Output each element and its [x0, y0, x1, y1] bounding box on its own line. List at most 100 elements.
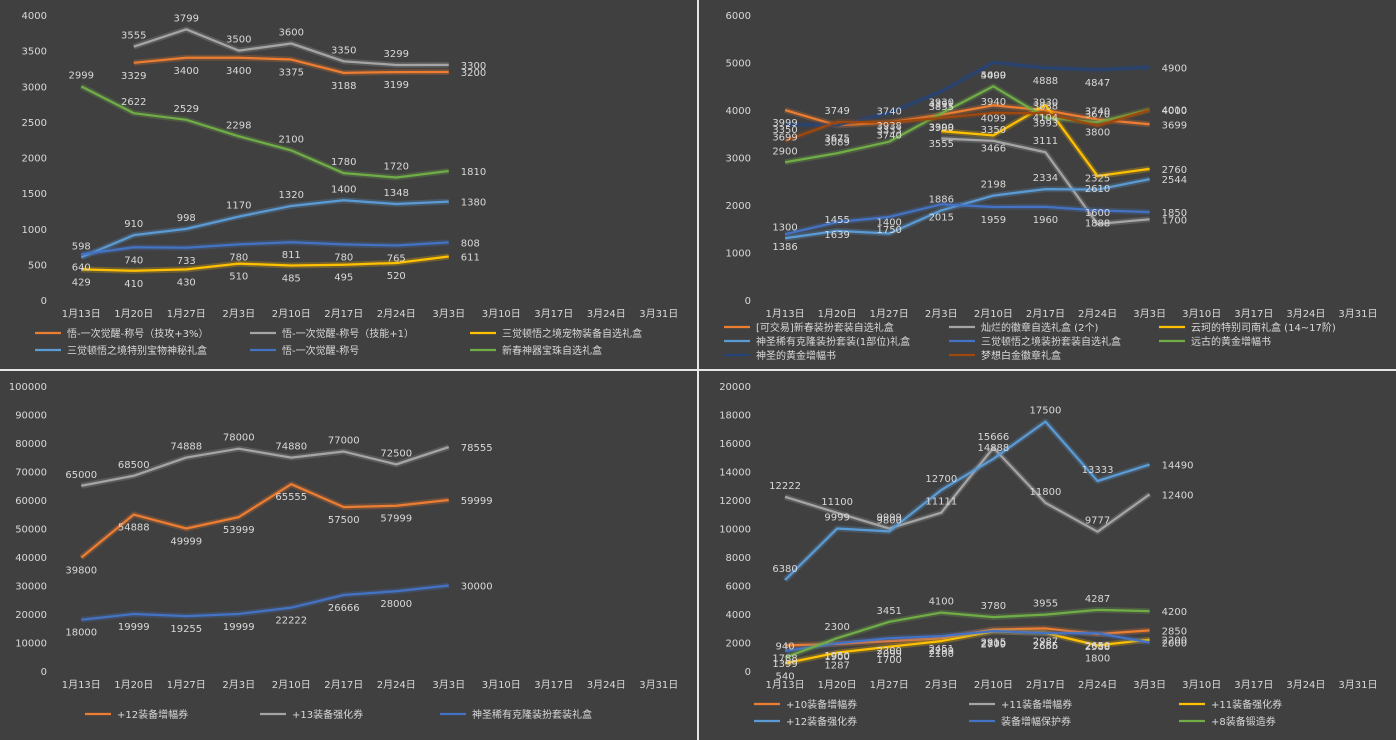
data-label: 780	[229, 252, 248, 263]
data-label: 2610	[1085, 184, 1110, 195]
data-label: 9999	[876, 513, 901, 524]
series-line	[784, 608, 1150, 659]
data-label: 19999	[118, 622, 150, 633]
data-label: 2198	[981, 180, 1006, 191]
data-label: 998	[177, 213, 196, 224]
y-tick-label: 10000	[15, 639, 47, 650]
data-label: 78555	[461, 443, 493, 454]
data-label: 3699	[772, 132, 797, 143]
data-label: 3111	[1033, 136, 1058, 147]
y-tick-label: 0	[745, 667, 751, 678]
data-label: 2099	[876, 649, 901, 660]
data-label: 1400	[876, 218, 901, 229]
x-tick-label: 1月27日	[870, 308, 909, 320]
data-label: 2015	[929, 212, 954, 223]
legend-label: 三觉顿悟之境宠物装备自选礼盒	[502, 327, 642, 340]
data-label: 3993	[1033, 118, 1058, 129]
data-label: 2655	[1033, 641, 1058, 652]
data-label: 3930	[929, 97, 954, 108]
legend-label: +12装备增幅券	[117, 708, 188, 721]
y-tick-label: 2500	[22, 118, 47, 129]
series-line	[81, 446, 450, 487]
chart-panel-top-left: 0 500 1000 1500 2000 2500 3000 3500 4000 1月13日 1月2…	[0, 0, 697, 369]
data-label: 3780	[981, 601, 1006, 612]
x-tick-label: 2月3日	[925, 679, 958, 691]
data-label: 2544	[1162, 175, 1187, 186]
y-tick-label: 0	[41, 667, 47, 678]
chart-panel-top-right: 0 1000 2000 3000 4000 5000 6000 1月13日 1月20日 1月27日…	[699, 0, 1396, 369]
data-label: 1455	[824, 215, 849, 226]
data-label: 3740	[876, 106, 901, 117]
data-label: 3675	[824, 133, 849, 144]
data-label: 2100	[279, 134, 304, 145]
data-label: 3749	[824, 106, 849, 117]
data-label: 1700	[1162, 215, 1187, 226]
x-tick-label: 3月3日	[432, 679, 465, 691]
data-label: 495	[334, 273, 353, 284]
x-tick-label: 3月31日	[639, 679, 678, 691]
y-tick-label: 3000	[726, 154, 751, 165]
data-label: 3400	[174, 66, 199, 77]
y-tick-label: 70000	[15, 468, 47, 479]
y-tick-label: 4000	[726, 106, 751, 117]
data-label: 1960	[1033, 215, 1058, 226]
data-label: 2200	[1162, 636, 1187, 647]
data-label: 4888	[1033, 76, 1058, 87]
x-tick-label: 1月13日	[62, 308, 101, 320]
data-label: 3740	[876, 130, 901, 141]
data-label: 3329	[121, 71, 146, 82]
data-label: 765	[387, 253, 406, 264]
data-label: 14490	[1162, 461, 1194, 472]
data-label: 54888	[118, 523, 150, 534]
data-label: 2300	[876, 646, 901, 657]
series-line	[80, 483, 449, 559]
y-tick-label: 40000	[15, 553, 47, 564]
series-line	[133, 28, 449, 67]
data-label: 3555	[929, 139, 954, 150]
series-line	[784, 446, 1151, 533]
data-label: 3350	[331, 45, 356, 56]
data-label: 3375	[279, 68, 304, 79]
data-label: 19999	[223, 622, 255, 633]
data-label: 3089	[824, 137, 849, 148]
series-line	[80, 85, 449, 179]
y-tick-label: 80000	[15, 439, 47, 450]
data-label: 1900	[824, 652, 849, 663]
data-label: 3350	[981, 125, 1006, 136]
y-tick-label: 30000	[15, 582, 47, 593]
data-label: 2999	[69, 70, 94, 81]
data-label: 1886	[929, 194, 954, 205]
data-label: 5000	[981, 71, 1006, 82]
legend-label: 神圣的黄金增幅书	[756, 349, 836, 362]
data-label: 3938	[876, 121, 901, 132]
series-line	[133, 56, 449, 74]
y-tick-label: 6000	[726, 11, 751, 22]
data-label: 2666	[1033, 641, 1058, 652]
y-tick-label: 500	[28, 260, 47, 271]
data-label: 1639	[824, 230, 849, 241]
data-label: 17500	[1030, 406, 1062, 417]
x-tick-label: 3月31日	[1338, 308, 1377, 320]
data-label: 510	[229, 272, 248, 283]
data-label: 12400	[1162, 490, 1194, 501]
chart-top-right: 0 1000 2000 3000 4000 5000 6000 1月13日 1月20日 1月27日…	[724, 11, 1378, 362]
data-label: 1810	[461, 167, 486, 178]
x-tick-label: 2月3日	[222, 308, 255, 320]
data-label: 30000	[461, 582, 493, 593]
data-label: 4000	[1162, 106, 1187, 117]
x-tick-label: 3月31日	[639, 308, 678, 320]
legend-label: 远古的黄金增幅书	[1191, 335, 1271, 348]
x-tick-label: 2月17日	[1026, 308, 1065, 320]
data-label: 740	[124, 255, 143, 266]
data-label: 4100	[929, 597, 954, 608]
legend-label: 神圣稀有克隆装扮套装礼盒	[472, 708, 592, 721]
data-label: 3699	[1162, 120, 1187, 131]
data-label: 3930	[1033, 97, 1058, 108]
x-tick-label: 3月10日	[482, 679, 521, 691]
data-label: 9800	[876, 515, 901, 526]
series-line	[81, 255, 449, 272]
y-tick-label: 18000	[719, 411, 751, 422]
data-label: 53999	[223, 525, 255, 536]
y-tick-label: 60000	[15, 496, 47, 507]
data-label: 15666	[977, 432, 1009, 443]
